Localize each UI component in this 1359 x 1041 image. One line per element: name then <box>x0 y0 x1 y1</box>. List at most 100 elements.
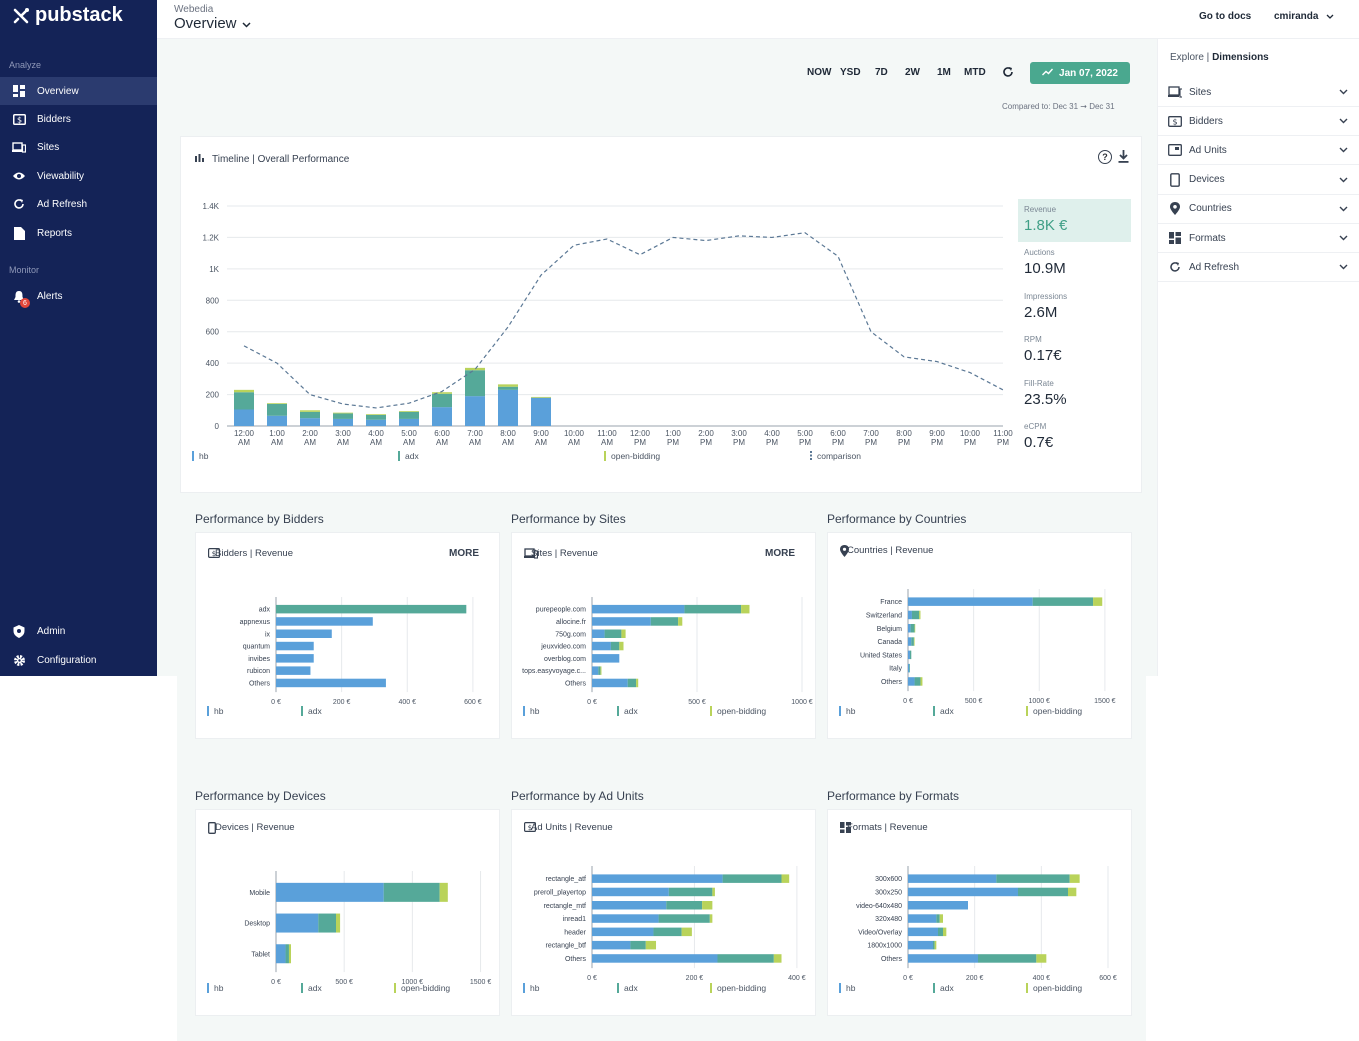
sidebar-item-admin[interactable]: Admin <box>0 617 157 645</box>
bar-hb[interactable] <box>592 604 685 614</box>
bar-adx[interactable] <box>914 677 921 686</box>
bar-open-bidding[interactable] <box>300 410 320 412</box>
dimension-item-devices[interactable]: Devices <box>1158 166 1359 195</box>
bar-open-bidding[interactable] <box>943 927 947 937</box>
bar-hb[interactable] <box>276 617 373 626</box>
bar-adx[interactable] <box>722 874 782 883</box>
bar-adx[interactable] <box>978 954 1037 963</box>
legend-open-bidding[interactable]: open-bidding <box>710 983 766 993</box>
bar-open-bidding[interactable] <box>914 624 916 633</box>
bar-adx[interactable] <box>598 666 601 675</box>
bar-adx[interactable] <box>936 914 940 923</box>
dimension-item-ad-units[interactable]: Ad Units <box>1158 136 1359 166</box>
bar-open-bidding[interactable] <box>531 396 551 398</box>
bar-open-bidding[interactable] <box>267 403 287 404</box>
download-icon[interactable] <box>1118 150 1129 168</box>
bar-hb[interactable] <box>276 882 384 902</box>
bar-hb[interactable] <box>908 663 910 673</box>
legend-hb[interactable]: hb <box>523 983 540 993</box>
bar-open-bidding[interactable] <box>681 927 692 937</box>
metric-auctions[interactable]: Auctions 10.9M <box>1018 242 1131 285</box>
bar-hb[interactable] <box>267 415 287 426</box>
bar-adx[interactable] <box>234 392 254 410</box>
bar-open-bidding[interactable] <box>288 944 291 964</box>
bar-hb[interactable] <box>276 629 332 639</box>
bar-hb[interactable] <box>908 677 915 686</box>
bar-adx[interactable] <box>399 411 419 419</box>
bar-open-bidding[interactable] <box>939 914 943 923</box>
bar-adx[interactable] <box>668 887 713 897</box>
bar-open-bidding[interactable] <box>439 882 448 902</box>
breadcrumb-org[interactable]: Webedia <box>174 4 214 15</box>
bar-adx[interactable] <box>911 610 920 620</box>
bar-hb[interactable] <box>908 927 938 937</box>
bar-adx[interactable] <box>333 413 353 419</box>
page-title-dropdown[interactable]: Overview <box>174 15 251 32</box>
bar-hb[interactable] <box>592 678 628 688</box>
bar-open-bidding[interactable] <box>712 887 715 897</box>
bar-hb[interactable] <box>908 940 933 950</box>
bar-hb[interactable] <box>908 610 912 620</box>
bar-hb[interactable] <box>276 678 386 688</box>
range-button-ysd[interactable]: YSD <box>840 67 861 78</box>
refresh-button[interactable] <box>1002 66 1014 81</box>
bar-hb[interactable] <box>333 418 353 426</box>
bar-hb[interactable] <box>908 637 912 646</box>
bar-hb[interactable] <box>908 624 911 633</box>
legend-hb[interactable]: hb <box>523 706 540 716</box>
bar-hb[interactable] <box>276 654 314 663</box>
bar-open-bidding[interactable] <box>709 914 713 923</box>
bar-adx[interactable] <box>383 882 440 902</box>
bar-open-bidding[interactable] <box>773 954 782 963</box>
bar-hb[interactable] <box>531 397 551 426</box>
bar-open-bidding[interactable] <box>919 610 921 620</box>
bar-hb[interactable] <box>908 914 937 923</box>
bar-adx[interactable] <box>938 927 943 937</box>
bar-adx[interactable] <box>366 415 386 420</box>
legend-adx[interactable]: adx <box>617 983 638 993</box>
bar-open-bidding[interactable] <box>636 678 639 688</box>
bar-open-bidding[interactable] <box>920 677 923 686</box>
legend-open-bidding[interactable]: open-bidding <box>710 706 766 716</box>
bar-hb[interactable] <box>908 650 910 660</box>
bar-open-bidding[interactable] <box>934 940 937 950</box>
bar-open-bidding[interactable] <box>333 412 353 414</box>
user-menu[interactable]: cmiranda <box>1274 11 1334 22</box>
range-button-now[interactable]: NOW <box>807 67 832 78</box>
bar-open-bidding[interactable] <box>913 637 915 646</box>
metric-ecpm[interactable]: eCPM 0.7€ <box>1018 416 1131 459</box>
bar-hb[interactable] <box>276 944 286 964</box>
bar-hb[interactable] <box>276 666 311 675</box>
sidebar-item-alerts[interactable]: Alerts <box>0 282 157 310</box>
help-icon[interactable]: ? <box>1098 150 1112 164</box>
bar-hb[interactable] <box>366 419 386 426</box>
bar-hb[interactable] <box>592 617 651 626</box>
date-picker-button[interactable]: Jan 07, 2022 <box>1030 62 1130 84</box>
bar-hb[interactable] <box>300 418 320 426</box>
bar-adx[interactable] <box>909 650 912 660</box>
bar-adx[interactable] <box>630 940 646 950</box>
bar-hb[interactable] <box>465 396 485 426</box>
docs-link[interactable]: Go to docs <box>1199 11 1252 22</box>
legend-adx[interactable]: adx <box>301 706 322 716</box>
bidders-more-button[interactable]: MORE <box>449 548 479 559</box>
bar-adx[interactable] <box>653 927 682 937</box>
range-button-7d[interactable]: 7D <box>875 67 888 78</box>
legend-open-bidding[interactable]: open-bidding <box>394 983 450 993</box>
bar-adx[interactable] <box>432 393 452 408</box>
bar-adx[interactable] <box>604 629 622 639</box>
bar-adx[interactable] <box>276 604 467 614</box>
bar-adx[interactable] <box>627 678 637 688</box>
range-button-mtd[interactable]: MTD <box>964 67 986 78</box>
bar-hb[interactable] <box>592 940 631 950</box>
dimension-item-countries[interactable]: Countries <box>1158 195 1359 224</box>
bar-hb[interactable] <box>592 629 605 639</box>
bar-hb[interactable] <box>498 389 518 426</box>
legend-hb[interactable]: hb <box>207 706 224 716</box>
sidebar-item-overview[interactable]: Overview <box>0 77 157 105</box>
bar-open-bidding[interactable] <box>621 629 626 639</box>
bar-adx[interactable] <box>1032 597 1094 606</box>
metric-fill-rate[interactable]: Fill-Rate 23.5% <box>1018 373 1131 416</box>
bar-hb[interactable] <box>592 654 620 663</box>
bar-hb[interactable] <box>592 641 611 651</box>
